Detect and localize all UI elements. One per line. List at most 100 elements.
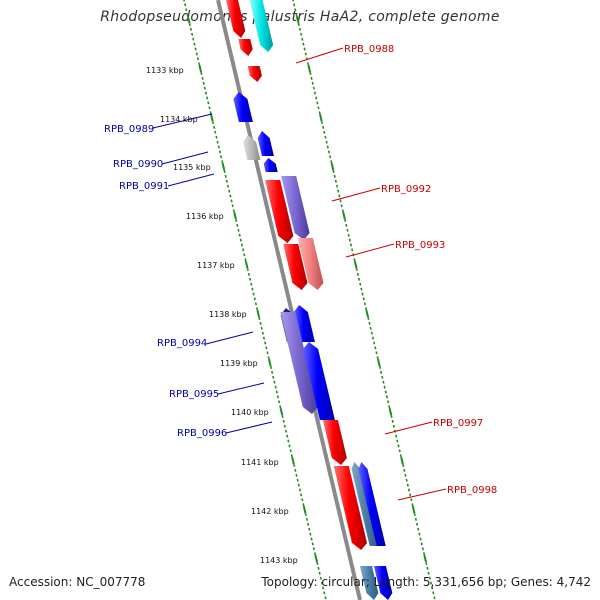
gene-label-rpb-0991[interactable]: RPB_0991 <box>119 181 169 192</box>
gene-rpb-0990[interactable] <box>243 135 261 160</box>
tick-mark <box>201 76 204 80</box>
tick-mark <box>296 478 299 482</box>
tick-mark <box>235 219 238 222</box>
gene-rpb-0989[interactable] <box>233 92 253 122</box>
tick-mark <box>301 37 304 41</box>
tick-mark <box>317 566 320 570</box>
tick-mark <box>278 400 281 404</box>
tick-mark <box>420 542 423 546</box>
forward-gene-labels: RPB_0988 RPB_0992 RPB_0993 RPB_0997 RPB_… <box>295 44 497 501</box>
tick-mark <box>208 106 211 110</box>
tick-mark <box>290 454 293 458</box>
tick-mark <box>399 454 402 458</box>
tick-mark <box>398 449 401 453</box>
tick-mark <box>362 297 365 301</box>
tick-mark <box>334 179 337 183</box>
tick-mark <box>185 8 188 12</box>
tick-mark <box>186 13 189 17</box>
tick-mark <box>188 23 191 26</box>
tick-mark <box>274 385 277 389</box>
scale-label-1136: 1136 kbp <box>186 212 224 221</box>
left-tick-track <box>183 0 327 600</box>
tick-mark <box>267 356 270 360</box>
tick-mark <box>254 302 257 306</box>
gene-label-rpb-0989[interactable]: RPB_0989 <box>104 124 154 135</box>
gene-label-rpb-0990[interactable]: RPB_0990 <box>113 159 163 170</box>
gene-label-rpb-0995[interactable]: RPB_0995 <box>169 389 219 400</box>
tick-mark <box>225 179 228 183</box>
tick-mark <box>428 576 431 580</box>
tick-mark <box>332 170 335 173</box>
tick-mark <box>380 370 383 374</box>
gene-rpb-0995b[interactable] <box>303 342 335 420</box>
tick-mark <box>192 37 195 41</box>
leader-rpb-0989 <box>152 113 213 129</box>
leader-rpb-0993 <box>345 243 395 258</box>
gene-red-2[interactable] <box>238 39 253 56</box>
tick-mark <box>377 358 381 367</box>
gene-rpb-0993[interactable] <box>297 238 324 290</box>
tick-mark <box>243 253 246 257</box>
leader-rpb-0995 <box>217 382 265 395</box>
tick-mark <box>275 390 278 394</box>
gene-rpb-0988[interactable] <box>247 66 262 82</box>
tick-mark <box>382 380 385 384</box>
tick-mark <box>314 554 319 563</box>
tick-mark <box>244 260 249 269</box>
gene-red-1[interactable] <box>226 0 246 38</box>
gene-rpb-0993a[interactable] <box>283 244 308 290</box>
gene-rpb-0998a[interactable] <box>333 466 368 550</box>
tick-mark <box>411 503 414 507</box>
gene-label-rpb-0997[interactable]: RPB_0997 <box>433 418 483 429</box>
gene-bottom-2[interactable] <box>373 566 393 600</box>
gene-label-rpb-0992[interactable]: RPB_0992 <box>381 184 431 195</box>
gene-rpb-0992a[interactable] <box>265 180 294 243</box>
tick-mark <box>198 64 203 73</box>
tick-mark <box>318 571 321 575</box>
tick-mark <box>355 268 358 271</box>
tick-mark <box>279 407 284 416</box>
scale-label-1141: 1141 kbp <box>241 458 279 467</box>
reverse-gene-labels: RPB_0989 RPB_0990 RPB_0991 RPB_0994 RPB_… <box>104 113 273 439</box>
tick-mark <box>238 233 241 237</box>
gene-label-rpb-0993[interactable]: RPB_0993 <box>395 240 445 251</box>
tick-mark <box>392 424 395 428</box>
tick-mark <box>324 135 327 139</box>
accession-label: Accession: NC_007778 <box>9 575 146 589</box>
gene-rpb-0991[interactable] <box>263 158 278 172</box>
scale-label-1143: 1143 kbp <box>260 556 298 565</box>
gene-rpb-0997[interactable] <box>322 420 347 465</box>
tick-mark <box>233 211 237 220</box>
gene-rpb-0989b[interactable] <box>257 131 274 156</box>
tick-mark <box>301 498 304 502</box>
tick-mark <box>295 15 300 24</box>
tick-mark <box>309 72 312 75</box>
gene-label-rpb-0998[interactable]: RPB_0998 <box>447 485 497 496</box>
gene-rpb-0992[interactable] <box>281 176 310 240</box>
gene-label-rpb-0996[interactable]: RPB_0996 <box>177 428 227 439</box>
tick-mark <box>330 160 333 164</box>
tick-mark <box>265 346 268 350</box>
tick-mark <box>422 552 426 556</box>
gene-label-rpb-0988[interactable]: RPB_0988 <box>344 44 394 55</box>
tick-mark <box>216 140 219 144</box>
tick-mark <box>311 81 314 85</box>
tick-mark <box>295 13 298 17</box>
gene-rpb-0995[interactable] <box>280 312 318 414</box>
gene-cyan-1[interactable] <box>249 0 274 52</box>
tick-mark <box>345 223 348 227</box>
gene-rpb-0998[interactable] <box>358 462 386 546</box>
tick-mark <box>370 331 373 335</box>
tick-mark <box>253 297 256 301</box>
tick-mark <box>237 228 240 232</box>
gene-label-rpb-0994[interactable]: RPB_0994 <box>157 338 207 349</box>
tick-mark <box>266 351 269 355</box>
tick-mark <box>368 321 371 325</box>
tick-mark <box>342 211 346 220</box>
tick-mark <box>353 258 356 262</box>
tick-mark <box>268 358 272 367</box>
tick-mark <box>425 562 428 565</box>
tick-mark <box>276 395 280 399</box>
gene-bottom-1[interactable] <box>359 566 379 600</box>
tick-mark <box>287 439 290 443</box>
